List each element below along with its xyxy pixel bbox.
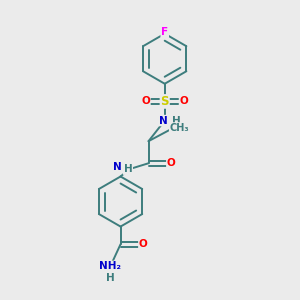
Text: H: H xyxy=(124,164,132,174)
Text: O: O xyxy=(139,239,148,249)
Text: N: N xyxy=(159,116,168,126)
Text: NH₂: NH₂ xyxy=(99,261,121,271)
Text: O: O xyxy=(167,158,176,168)
Text: O: O xyxy=(141,96,150,106)
Text: CH₃: CH₃ xyxy=(169,123,189,133)
Text: F: F xyxy=(161,27,168,37)
Text: O: O xyxy=(179,96,188,106)
Text: H: H xyxy=(106,273,115,283)
Text: H: H xyxy=(172,116,180,126)
Text: N: N xyxy=(112,162,122,172)
Text: S: S xyxy=(160,95,169,108)
